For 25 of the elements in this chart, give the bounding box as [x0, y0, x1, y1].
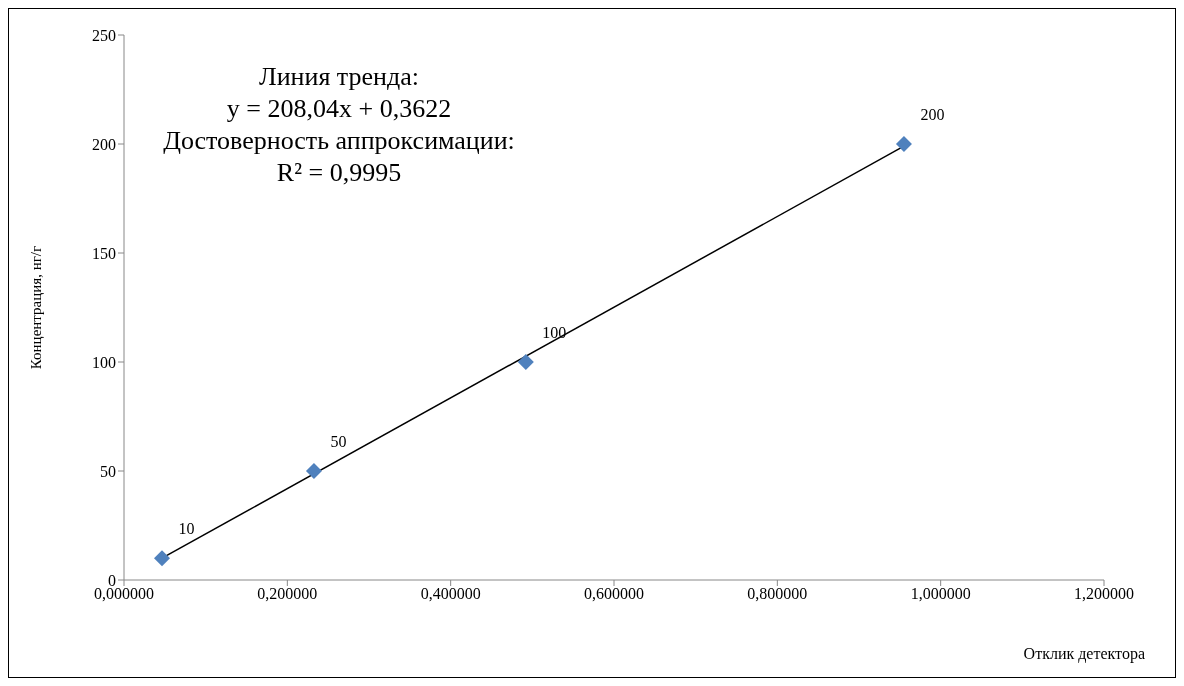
y-tick-label: 200 [92, 135, 116, 153]
point [153, 550, 170, 567]
annotation: Достоверность аппроксимации: [162, 125, 516, 157]
x-tick-label: 1,000000 [910, 585, 971, 603]
y-axis-title: Концентрация, нг/г [28, 245, 45, 370]
data-label: 100 [542, 323, 567, 341]
annotation: R² = 0,9995 [275, 157, 403, 189]
x-tick-label: 0,600000 [584, 585, 644, 603]
annotation: Линия тренда: [258, 61, 420, 93]
y-tick-label: 50 [100, 462, 116, 480]
data-label: 10 [178, 519, 195, 537]
point [895, 136, 912, 152]
x-tick-label: 1,200000 [1074, 585, 1134, 603]
point [305, 463, 322, 479]
y-tick-label: 100 [92, 353, 116, 371]
x-tick-label: 0,200000 [257, 585, 318, 603]
x-tick-label: 0,800000 [747, 585, 808, 603]
point [517, 354, 534, 370]
x-tick-label: 0,400000 [420, 585, 481, 603]
x-axis-title: Отклик детектора [1023, 645, 1145, 663]
y-tick-label: 250 [92, 26, 116, 44]
data-label: 50 [330, 432, 347, 450]
y-tick-label: 150 [92, 244, 116, 262]
annotation: y = 208,04x + 0,3622 [225, 93, 453, 125]
data-label: 200 [920, 105, 945, 123]
